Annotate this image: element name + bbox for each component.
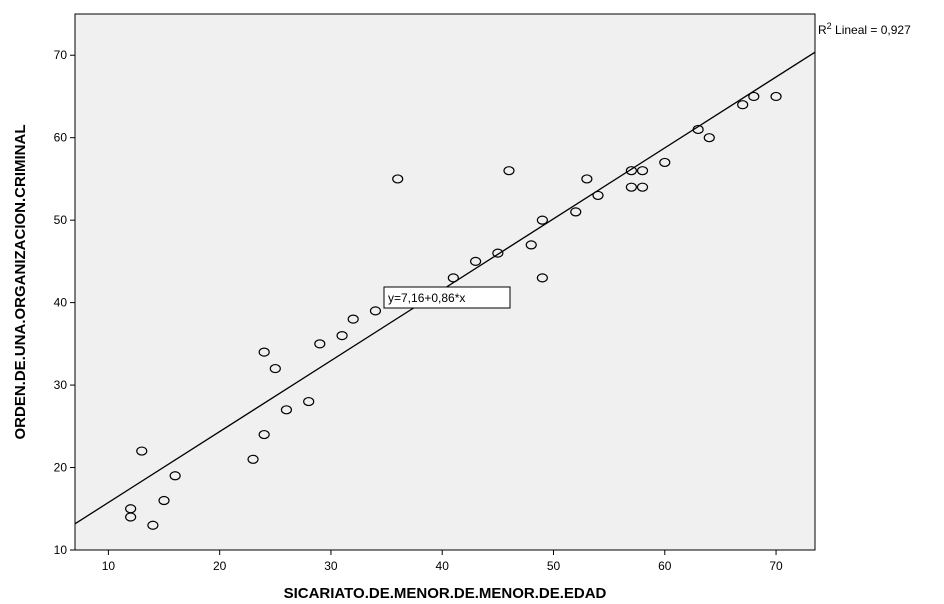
x-tick-label: 60 bbox=[658, 559, 672, 573]
x-tick-label: 70 bbox=[769, 559, 783, 573]
data-point bbox=[158, 495, 170, 506]
data-point bbox=[369, 306, 382, 316]
data-point bbox=[169, 471, 181, 481]
x-axis-title: SICARIATO.DE.MENOR.DE.MENOR.DE.EDAD bbox=[284, 585, 607, 602]
y-tick-label: 40 bbox=[54, 296, 68, 310]
data-point bbox=[258, 429, 270, 440]
data-point bbox=[625, 166, 637, 176]
y-tick-label: 20 bbox=[54, 461, 68, 475]
data-point bbox=[503, 166, 515, 176]
x-tick-label: 30 bbox=[324, 559, 338, 573]
r-squared-r: R bbox=[818, 23, 827, 37]
fit-equation-box bbox=[383, 286, 511, 309]
fit-equation-text: y=7,16+0,86*x bbox=[388, 291, 465, 305]
data-point bbox=[625, 182, 637, 192]
data-point bbox=[258, 347, 270, 357]
data-point bbox=[536, 215, 548, 225]
x-tick-label: 10 bbox=[102, 559, 116, 573]
data-point bbox=[636, 166, 649, 176]
x-tick-label: 40 bbox=[436, 559, 450, 573]
data-point bbox=[125, 512, 137, 522]
data-point bbox=[280, 405, 293, 415]
data-point bbox=[692, 124, 704, 135]
plot-area-border bbox=[74, 13, 816, 551]
data-point bbox=[748, 91, 760, 102]
data-point bbox=[536, 273, 548, 283]
y-axis-ticks: 10 20 30 40 50 60 70 bbox=[54, 48, 75, 557]
data-point bbox=[570, 207, 582, 217]
y-axis-title: ORDEN.DE.UNA.ORGANIZACION.CRIMINAL bbox=[12, 125, 29, 440]
data-point bbox=[492, 248, 504, 258]
y-tick-label: 30 bbox=[54, 378, 68, 392]
data-point bbox=[581, 174, 593, 184]
points-layer bbox=[125, 91, 782, 530]
data-point bbox=[336, 331, 348, 341]
data-point bbox=[659, 157, 671, 168]
data-point bbox=[392, 174, 404, 184]
data-point bbox=[269, 363, 281, 374]
data-point bbox=[147, 520, 159, 530]
data-point bbox=[592, 190, 604, 201]
data-point bbox=[525, 240, 537, 250]
data-point bbox=[314, 339, 326, 349]
data-point bbox=[470, 256, 482, 266]
y-tick-label: 60 bbox=[54, 131, 68, 145]
data-point bbox=[737, 100, 749, 110]
r-squared-label: R2 Lineal = 0,927 bbox=[818, 21, 911, 37]
plot-area-background bbox=[75, 14, 815, 550]
y-tick-label: 10 bbox=[54, 543, 68, 557]
data-point bbox=[303, 396, 315, 407]
data-point bbox=[770, 91, 782, 102]
r-squared-value: Lineal = 0,927 bbox=[832, 23, 911, 37]
data-point bbox=[136, 446, 148, 456]
data-point bbox=[703, 133, 715, 143]
data-point bbox=[247, 454, 259, 464]
data-point bbox=[347, 314, 359, 324]
r-squared-superscript: 2 bbox=[827, 21, 832, 31]
x-tick-label: 20 bbox=[213, 559, 227, 573]
y-tick-label: 70 bbox=[54, 48, 68, 62]
fit-equation-label: y=7,16+0,86*x bbox=[383, 286, 511, 309]
data-point bbox=[447, 273, 459, 283]
y-tick-label: 50 bbox=[54, 213, 68, 227]
x-tick-label: 50 bbox=[547, 559, 561, 573]
x-axis-ticks: 10 20 30 40 50 60 70 bbox=[102, 550, 783, 573]
data-point bbox=[636, 182, 649, 192]
